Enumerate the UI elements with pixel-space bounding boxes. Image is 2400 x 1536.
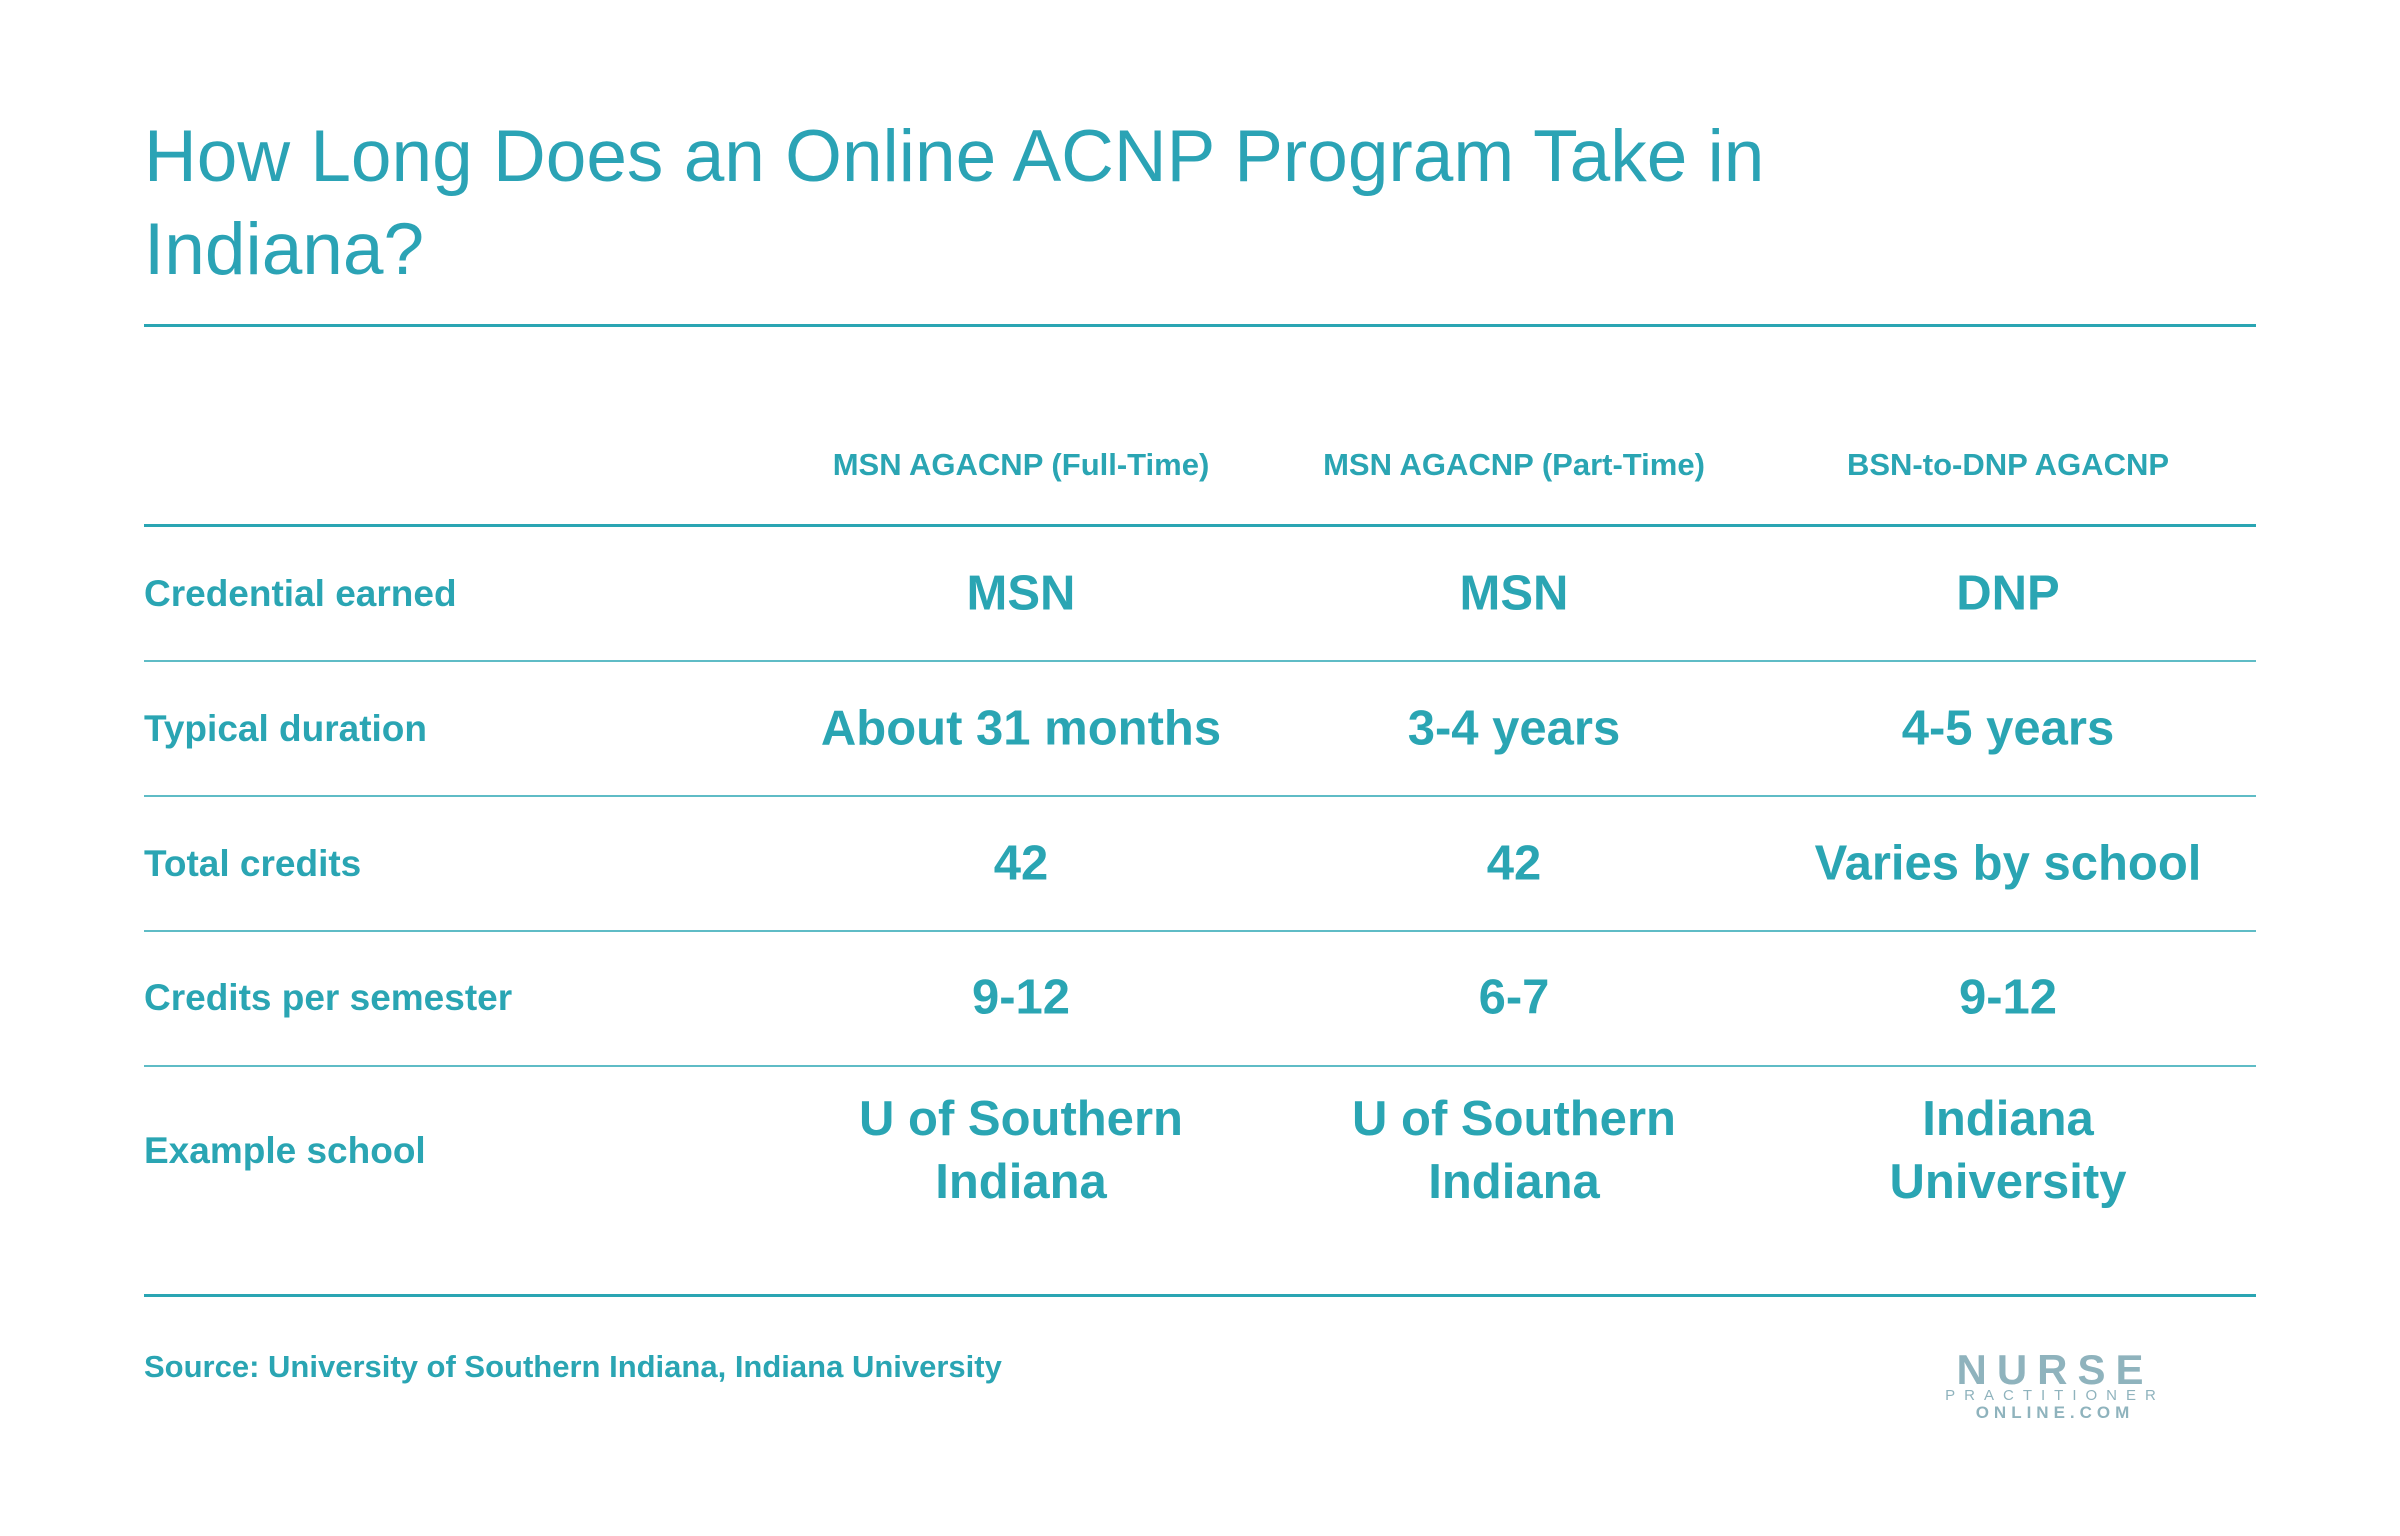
cell: 42: [1486, 836, 1542, 891]
cell: 3-4 years: [1407, 701, 1621, 756]
row-divider: [144, 660, 2256, 662]
row-divider: [144, 930, 2256, 932]
cell: U of Southern Indiana: [859, 1092, 1183, 1209]
cell: MSN: [1459, 566, 1569, 621]
row-label: Typical duration: [144, 708, 428, 749]
row-divider: [144, 1065, 2256, 1067]
column-header: BSN-to-DNP AGACNP: [1846, 447, 2170, 482]
row-divider: [144, 795, 2256, 797]
cell: MSN: [966, 566, 1076, 621]
cell: U of Southern Indiana: [1352, 1092, 1676, 1209]
logo-text: NURSE: [1956, 1346, 2154, 1393]
source: Source: University of Southern Indiana, …: [144, 1349, 1002, 1384]
cell: 42: [993, 836, 1049, 891]
row-label: Credential earned: [144, 573, 457, 614]
header-rule: [144, 524, 2256, 527]
cell: 6-7: [1478, 970, 1550, 1025]
title-rule: [144, 324, 2256, 327]
row-label: Credits per semester: [144, 977, 513, 1018]
title: How Long Does an Online ACNP Program Tak…: [144, 116, 1765, 290]
cell: Varies by school: [1814, 836, 2202, 891]
cell: 9-12: [1958, 970, 2058, 1025]
cell: 9-12: [971, 970, 1071, 1025]
cell: DNP: [1956, 566, 2060, 621]
cell: 4-5 years: [1901, 701, 2115, 756]
logo-text: ONLINE.COM: [1975, 1403, 2135, 1422]
logo: NURSE PRACTITIONER ONLINE.COM: [1910, 1346, 2200, 1422]
column-header: MSN AGACNP (Part-Time): [1323, 447, 1705, 482]
cell: About 31 months: [820, 701, 1222, 756]
row-label: Example school: [144, 1130, 426, 1171]
cell: Indiana University: [1889, 1092, 2127, 1209]
table-bottom-rule: [144, 1294, 2256, 1297]
column-header: MSN AGACNP (Full-Time): [832, 447, 1210, 482]
row-label: Total credits: [144, 843, 362, 884]
logo-text: PRACTITIONER: [1945, 1387, 2165, 1404]
